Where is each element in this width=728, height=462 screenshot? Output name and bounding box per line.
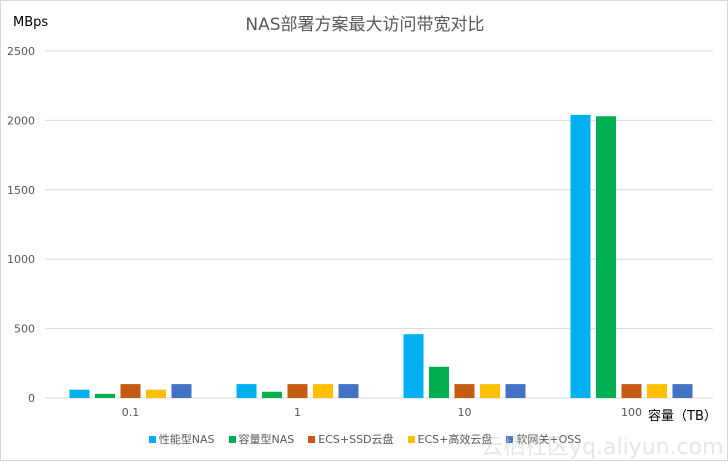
- legend-item: 软网关+OSS: [506, 431, 581, 447]
- chart-title: NAS部署方案最大访问带宽对比: [245, 15, 485, 35]
- legend-label: ECS+SSD云盘: [318, 433, 394, 446]
- bar-2-4: [505, 384, 526, 398]
- bar-2-3: [480, 384, 500, 398]
- bar-3-4: [672, 384, 693, 398]
- x-tick-label: 1: [294, 406, 301, 419]
- legend-swatch: [506, 435, 514, 443]
- y-tick-label: 1000: [7, 253, 35, 266]
- legend-swatch: [407, 435, 415, 443]
- bar-1-4: [338, 384, 359, 398]
- legend: 性能型NAS 容量型NAS ECS+SSD云盘 ECS+高效云盘 软网关+OSS: [1, 431, 728, 447]
- y-tick-label: 500: [14, 323, 35, 336]
- x-tick-label: 0.1: [122, 406, 140, 419]
- legend-label: 软网关+OSS: [516, 433, 582, 446]
- x-axis-label: 容量（TB）: [648, 409, 717, 424]
- legend-swatch: [148, 435, 156, 443]
- x-tick-label: 10: [458, 406, 472, 419]
- bar-1-0: [236, 384, 257, 398]
- bar-1-3: [313, 384, 333, 398]
- bar-0-4: [171, 384, 192, 398]
- bar-1-1: [262, 391, 282, 398]
- bar-0-1: [95, 393, 115, 398]
- legend-item: ECS+高效云盘: [407, 431, 493, 447]
- bar-0-0: [69, 389, 90, 398]
- bar-3-3: [647, 384, 667, 398]
- y-axis-label: MBps: [13, 15, 49, 30]
- bar-3-1: [596, 116, 616, 399]
- x-tick-label: 100: [621, 406, 642, 419]
- legend-swatch: [228, 435, 236, 443]
- watermark: 云栖社区yq.aliyun.com: [481, 435, 724, 460]
- y-tick-label: 0: [28, 392, 35, 405]
- bar-3-0: [570, 114, 591, 399]
- bar-1-2: [287, 384, 308, 398]
- legend-label: 容量型NAS: [238, 433, 295, 446]
- bar-0-2: [120, 384, 141, 398]
- legend-item: 容量型NAS: [228, 431, 295, 447]
- bar-2-0: [403, 334, 424, 398]
- y-tick-label: 1500: [7, 184, 35, 197]
- legend-label: ECS+高效云盘: [417, 433, 493, 446]
- legend-swatch: [308, 435, 316, 443]
- bar-2-2: [454, 384, 475, 398]
- y-tick-label: 2000: [7, 114, 35, 127]
- legend-item: 性能型NAS: [148, 431, 215, 447]
- bar-2-1: [429, 366, 449, 398]
- legend-item: ECS+SSD云盘: [308, 431, 394, 447]
- bar-0-3: [146, 389, 166, 398]
- legend-label: 性能型NAS: [158, 433, 215, 446]
- bar-3-2: [621, 384, 642, 398]
- y-tick-label: 2500: [7, 45, 35, 58]
